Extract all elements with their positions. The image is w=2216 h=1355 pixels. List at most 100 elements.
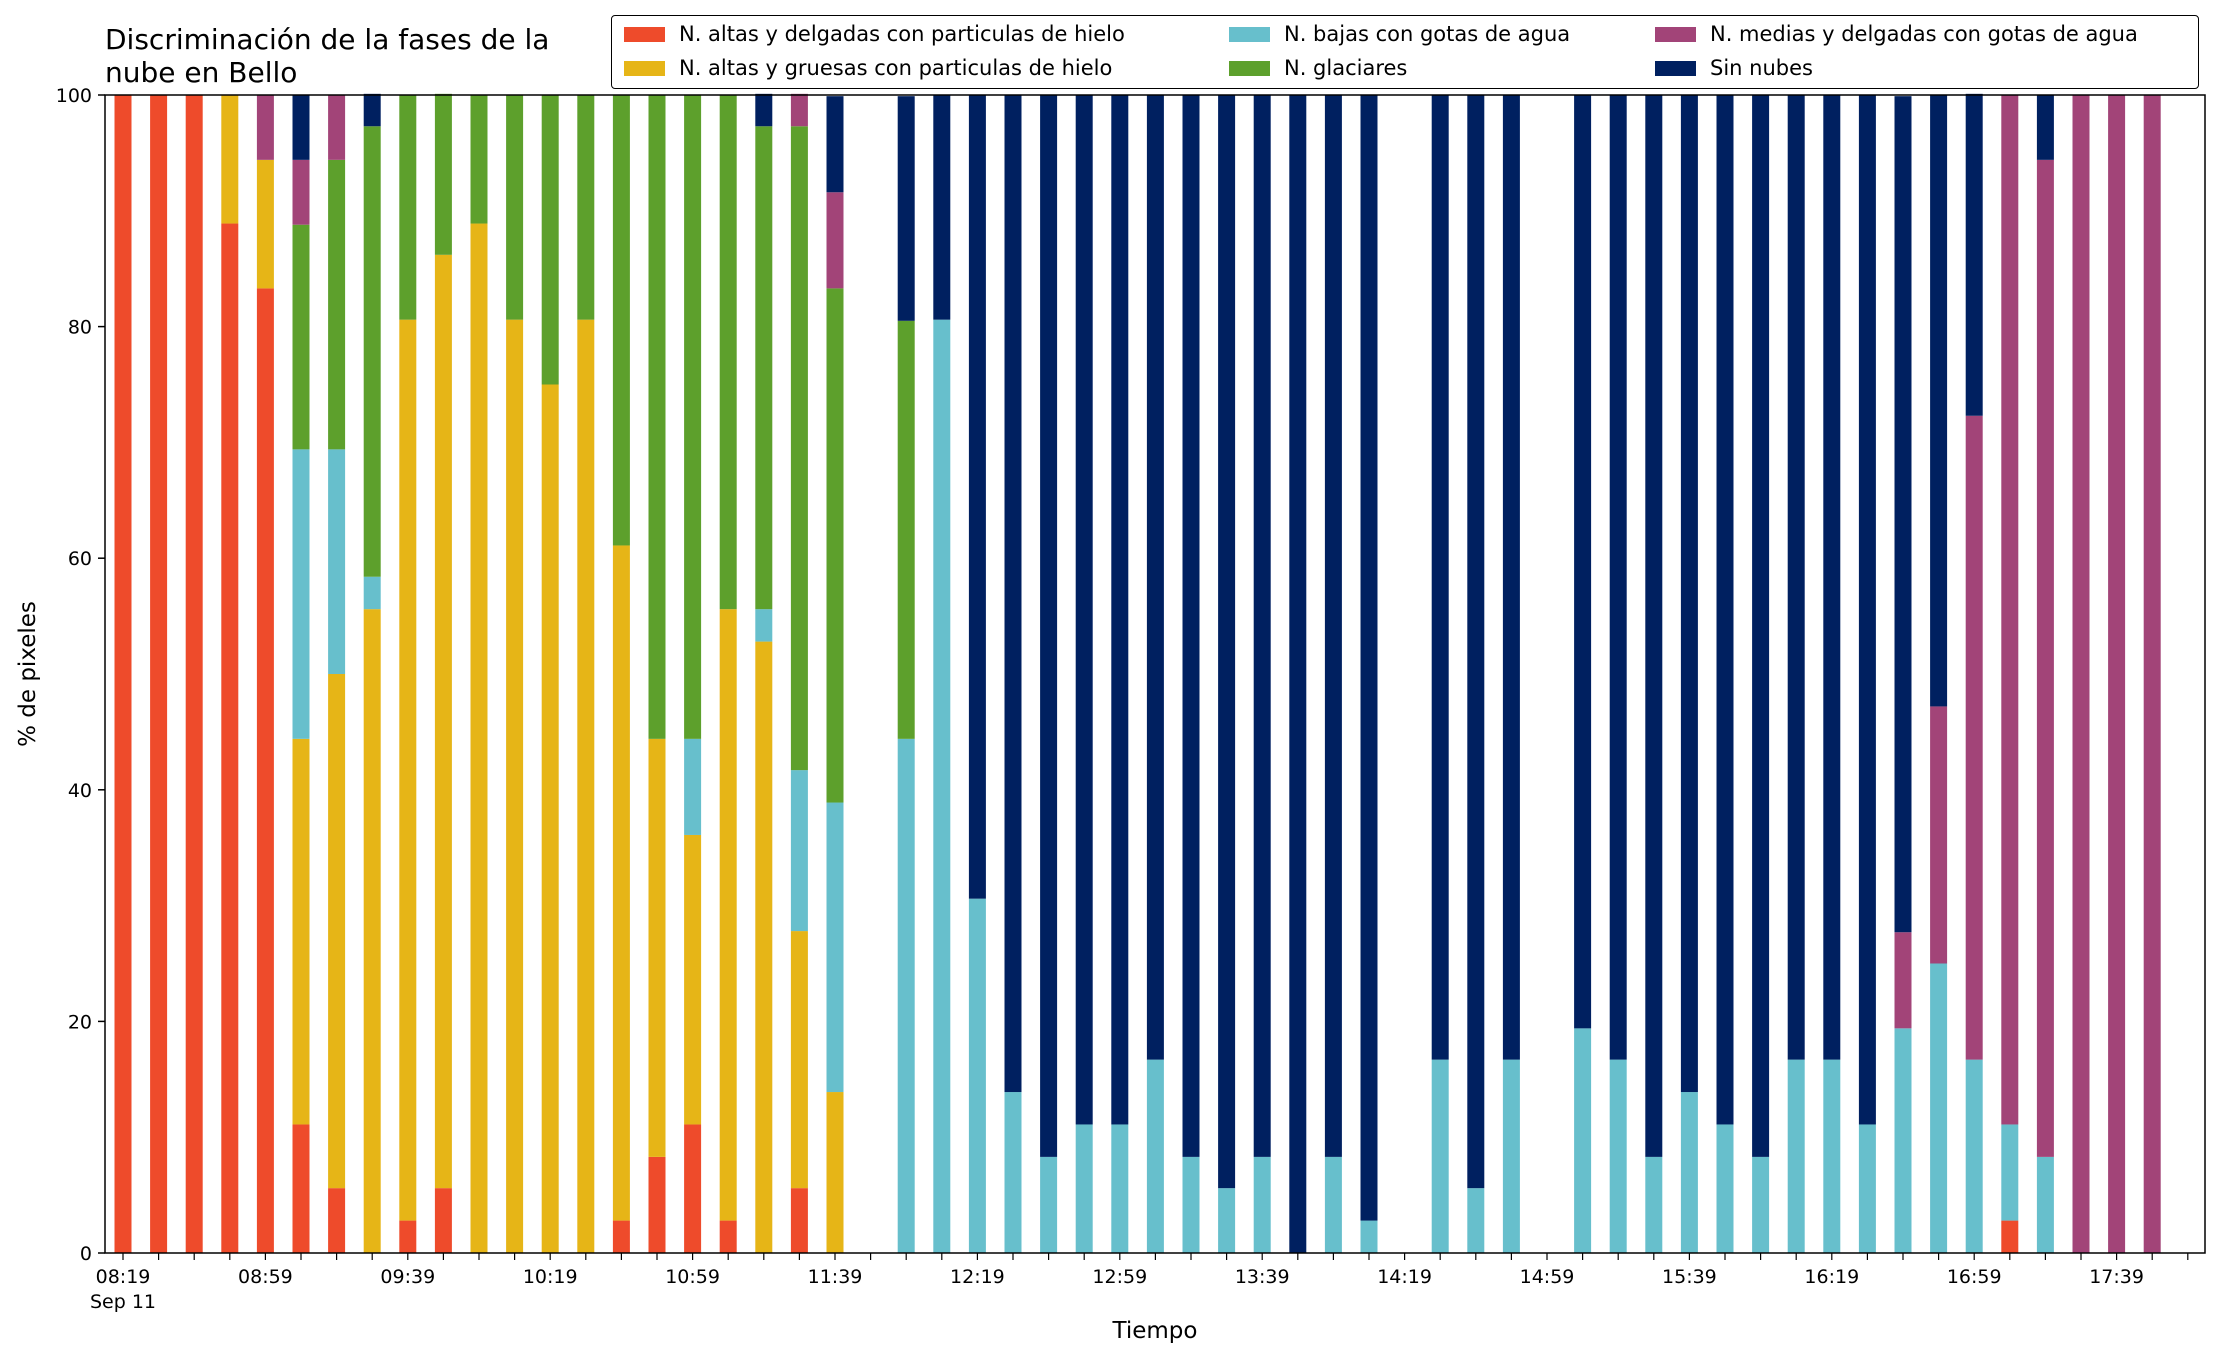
bar-segment [1502,95,1520,1060]
x-tick-label: 09:39 [380,1266,435,1288]
bar-segment [1146,1059,1164,1253]
bar-segment [1930,963,1948,1253]
bar-segment [897,96,915,321]
legend-item-glaciares: N. glaciares [1229,56,1407,80]
bar-stack-12 [541,95,559,1253]
bar-segment [1075,1124,1093,1253]
bar-segment [755,609,773,642]
bar-segment [1716,1124,1734,1253]
x-tick-label: 14:19 [1377,1266,1432,1288]
bar-segment [1645,1156,1663,1253]
bar-stack-34 [1324,95,1342,1253]
bar-segment [256,159,274,289]
bar-segment [1004,95,1022,1093]
bar-segment [1182,1156,1200,1253]
bar-stack-5 [292,95,310,1253]
bar-segment [1431,95,1449,1060]
bar-segment [434,1188,452,1253]
bar-segment [363,126,381,577]
bar-segment [1574,95,1592,1029]
bar-segment [968,95,986,899]
bar-stack-13 [577,95,595,1253]
bar-segment [684,95,702,739]
bar-segment [363,576,381,610]
legend-label: N. altas y gruesas con particulas de hie… [679,56,1113,80]
bar-segment [541,95,559,385]
bar-segment [1111,95,1129,1125]
x-axis: 08:19 Sep 11 08:59 09:39 10:19 10:59 11:39 12:1… [90,1253,2189,1313]
bar-segment [434,93,452,255]
legend-label: N. altas y delgadas con particulas de hi… [679,22,1125,46]
bar-segment [1075,95,1093,1125]
bar-stack-19 [790,93,808,1253]
bar-segment [399,95,417,320]
bar-segment [1752,1156,1770,1253]
bar-segment [1680,1092,1698,1253]
bar-stack-3 [221,95,239,1253]
bar-stack-57 [2143,95,2161,1253]
bars-layer [114,93,2161,1253]
bar-segment [2001,1124,2019,1221]
bar-segment [612,95,630,546]
bar-segment [1467,1188,1485,1253]
bar-stack-28 [1111,95,1129,1253]
bar-stack-22 [897,96,915,1253]
bar-segment [2036,1156,2054,1253]
bar-segment [1823,95,1841,1060]
bar-segment [470,223,488,1253]
bar-segment [1965,415,1983,1060]
bar-stack-43 [1645,95,1663,1253]
bar-stack-47 [1787,95,1805,1253]
bar-segment [2036,95,2054,160]
bar-segment [1218,1188,1236,1253]
bar-segment [684,1124,702,1253]
legend-item-bajas: N. bajas con gotas de agua [1229,22,1570,46]
bar-stack-1 [150,95,168,1253]
bar-stack-38 [1467,95,1485,1253]
bar-segment [790,126,808,771]
bar-stack-29 [1146,95,1164,1253]
legend-swatch [1229,60,1270,76]
bar-segment [719,95,737,610]
bar-segment [1324,95,1342,1157]
bar-segment [2143,95,2161,1253]
x-tick-label: 14:59 [1520,1266,1575,1288]
bar-stack-56 [2108,95,2126,1253]
y-tick-label: 80 [68,317,92,339]
bar-stack-18 [755,93,773,1253]
bar-segment [577,95,595,320]
bar-stack-52 [1965,93,1983,1253]
bar-segment [826,288,844,803]
bar-segment [328,1188,346,1253]
bar-segment [292,449,310,739]
legend-item-altas-delgadas: N. altas y delgadas con particulas de hi… [624,22,1125,46]
bar-stack-11 [506,95,524,1253]
bar-segment [1965,93,1983,416]
x-tick-label: 10:19 [523,1266,578,1288]
bar-segment [470,95,488,224]
bar-segment [1040,1156,1058,1253]
bar-segment [1858,95,1876,1125]
bar-stack-10 [470,95,488,1253]
bar-segment [648,95,666,739]
bar-segment [506,319,524,1253]
bar-segment [328,95,346,160]
bar-stack-51 [1930,95,1948,1253]
bar-stack-31 [1218,95,1236,1253]
bar-segment [1111,1124,1129,1253]
bar-segment [1930,706,1948,964]
bar-segment [399,1220,417,1253]
bar-segment [1894,932,1912,1029]
bar-stack-46 [1752,95,1770,1253]
bar-segment [684,834,702,1125]
bar-segment [2072,95,2090,1253]
legend-label: N. medias y delgadas con gotas de agua [1710,22,2138,46]
bar-segment [292,224,310,450]
chart-title-line-2: nube en Bello [105,56,298,89]
bar-segment [1146,95,1164,1060]
y-tick-label: 100 [56,85,92,107]
bar-segment [434,254,452,1189]
bar-segment [1858,1124,1876,1253]
bar-stack-7 [363,93,381,1253]
